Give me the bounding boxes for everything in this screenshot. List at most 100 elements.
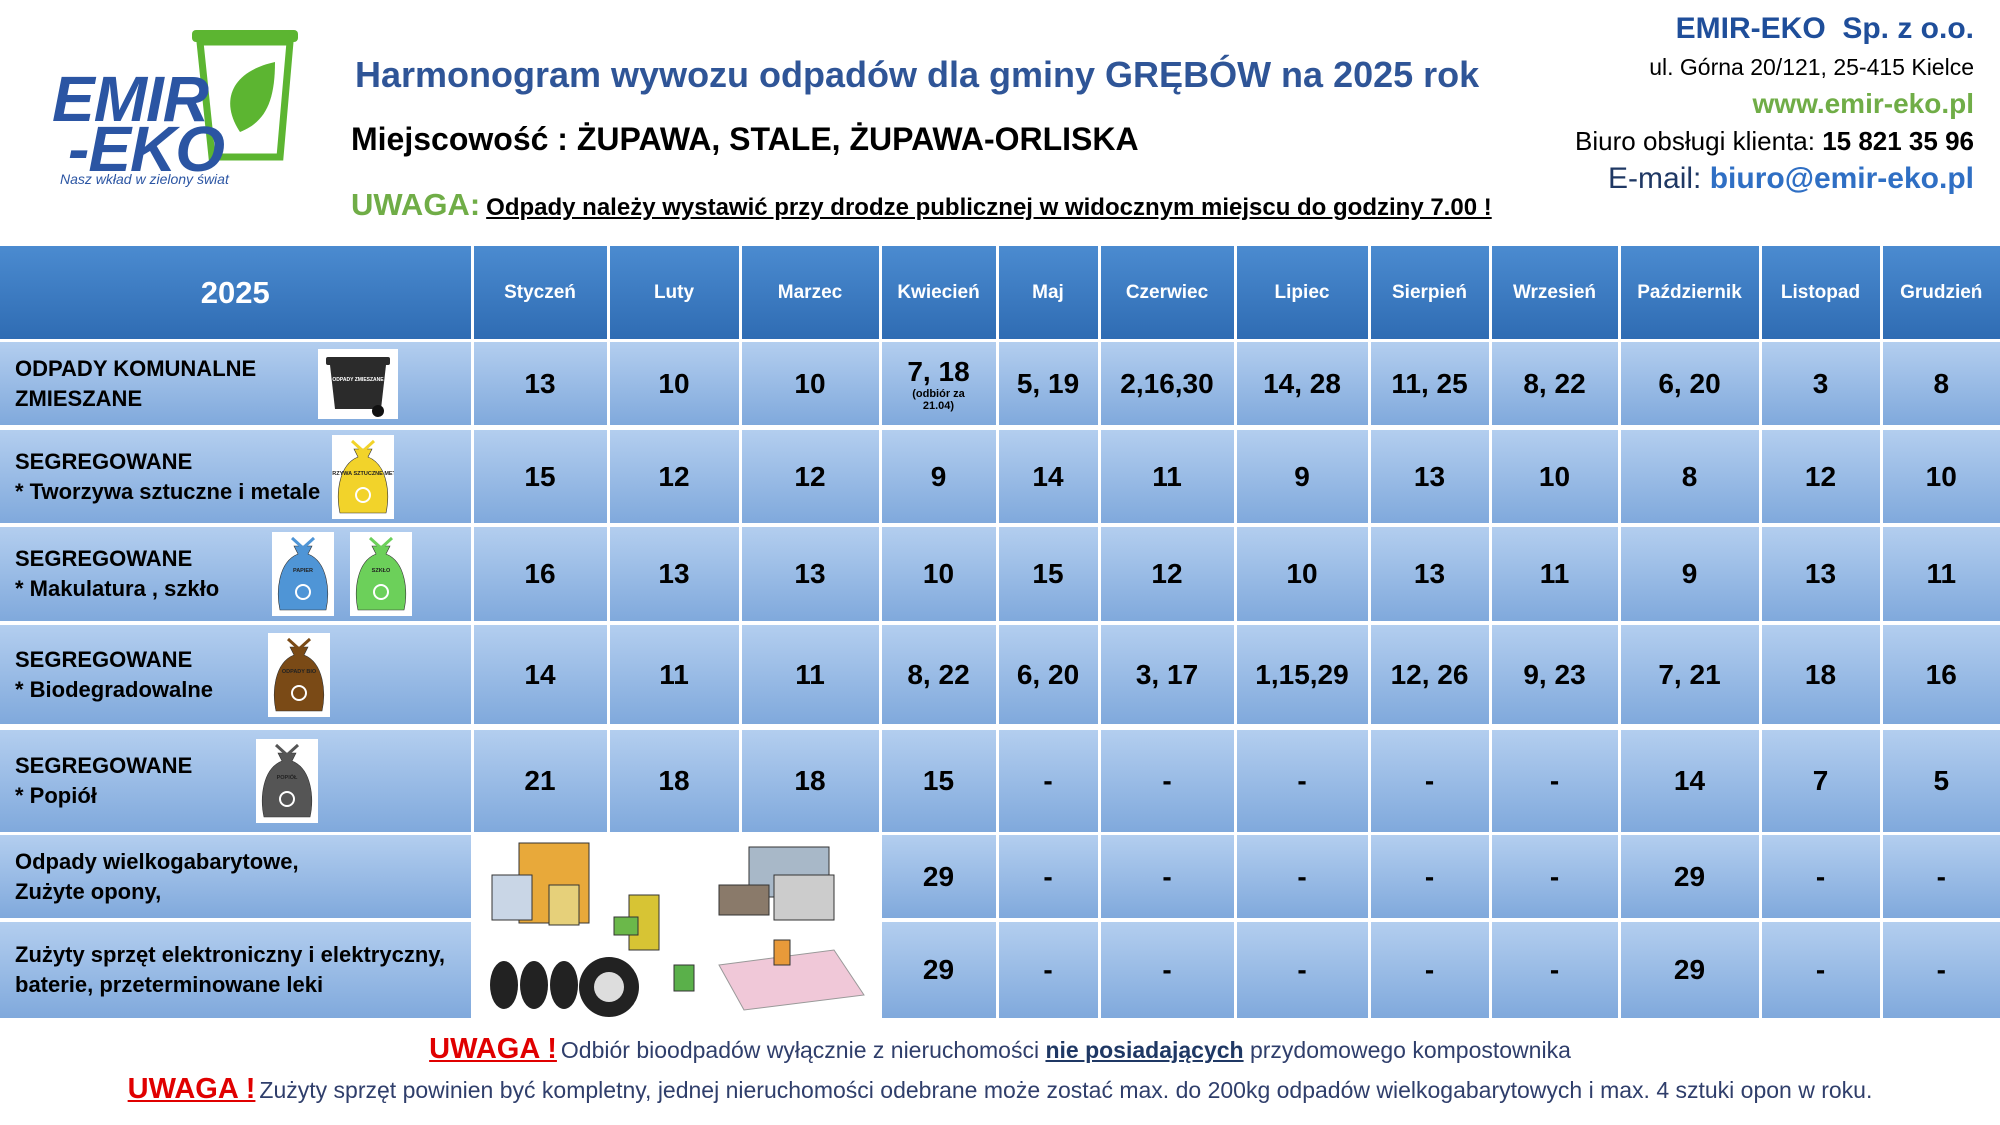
row-label-line: Odpady wielkogabarytowe, [15, 848, 299, 874]
schedule-cell: 5 [1882, 730, 2000, 832]
schedule-cell: 18 [609, 730, 739, 832]
email[interactable]: biuro@emir-eko.pl [1709, 162, 1974, 195]
waste-icon: TWORZYWA SZTUCZNE METALE [332, 434, 394, 519]
collection-days: 21 [524, 765, 556, 796]
company-email: E-mail: biuro@emir-eko.pl [1608, 162, 1974, 196]
picture-shape [673, 964, 694, 992]
collection-days: - [1549, 860, 1560, 892]
icon-bg [350, 532, 412, 616]
notice-text: Odpady należy wystawić przy drodze publi… [486, 194, 1492, 221]
schedule-cell: 11 [1882, 527, 2000, 621]
collection-days: - [1549, 954, 1560, 985]
footer-warning: UWAGA ! [127, 1073, 256, 1105]
collection-days: 6, 20 [1016, 658, 1080, 690]
schedule-cell: 8, 22 [881, 625, 996, 724]
collection-days: 13 [658, 558, 690, 589]
collection-days: 13 [1413, 558, 1446, 589]
schedule-cell: - [1236, 835, 1368, 918]
picture-shape [519, 961, 548, 1009]
waste-icon: ODPADY ZMIESZANE [318, 348, 398, 419]
bag-body [356, 545, 406, 611]
icon-label: SZKŁO [372, 568, 391, 574]
collection-days: 11 [795, 658, 825, 690]
bag-tie [350, 439, 376, 453]
header-month: Wrzesień [1491, 246, 1618, 339]
company-phone: Biuro obsługi klienta: 15 821 35 96 [1575, 126, 1974, 157]
collection-days: - [1162, 954, 1172, 985]
row-label-line: * Makulatura , szkło [15, 576, 220, 601]
bin-wheel [372, 404, 384, 417]
collection-days: 13 [794, 558, 826, 589]
bag-body [278, 545, 328, 611]
schedule-cell: 12 [609, 430, 739, 523]
collection-days: 12 [658, 460, 690, 492]
footer-warning: UWAGA ! [429, 1033, 557, 1065]
bag-body [274, 646, 324, 711]
row-label: Zużyty sprzęt elektroniczny i elektryczn… [0, 922, 471, 1018]
schedule-cell: 15 [998, 527, 1098, 621]
header-month: Grudzień [1882, 246, 2000, 339]
collection-days: 12, 26 [1390, 658, 1469, 690]
schedule-cell: 13 [741, 527, 879, 621]
collection-days: 10 [1538, 460, 1571, 492]
email-label: E-mail: [1608, 162, 1702, 195]
collection-days: 3, 17 [1135, 658, 1199, 690]
collection-days: - [1162, 860, 1172, 892]
icon-label: TWORZYWA SZTUCZNE METALE [332, 471, 394, 477]
collection-days: 6, 20 [1658, 367, 1721, 399]
icon-label: ODPADY BIO [282, 669, 317, 675]
schedule-cell: - [1100, 835, 1234, 918]
schedule-cell: 7, 18 (odbiór za 21.04) [881, 342, 996, 425]
collection-days: - [1549, 765, 1560, 796]
schedule-cell: 9 [881, 430, 996, 523]
picture-shape [548, 884, 579, 926]
collection-days: 11 [1152, 460, 1182, 492]
collection-days: - [1424, 765, 1435, 796]
logo-text: -EKO [68, 113, 225, 185]
schedule-cell: 6, 20 [1620, 342, 1759, 425]
header-month: Listopad [1761, 246, 1880, 339]
collection-days: - [1043, 765, 1053, 796]
recycle-mark [279, 791, 295, 807]
picture-shape [578, 957, 639, 1017]
collection-days: 10 [1286, 558, 1318, 589]
schedule-cell: 11 [741, 625, 879, 724]
schedule-cell: - [998, 835, 1098, 918]
schedule-cell: 10 [741, 342, 879, 425]
collection-days: 29 [1673, 954, 1706, 985]
schedule-cell: 6, 20 [998, 625, 1098, 724]
row-label-line: Zużyty sprzęt elektroniczny i elektryczn… [15, 942, 445, 967]
schedule-cell: 10 [609, 342, 739, 425]
cell-note: (odbiór za 21.04) [912, 387, 965, 412]
schedule-cell: - [1100, 922, 1234, 1018]
schedule-cell: 14 [1620, 730, 1759, 832]
picture-shape [773, 874, 834, 921]
title: Harmonogram wywozu odpadów dla gminy GRĘ… [355, 54, 1480, 95]
company-website[interactable]: www.emir-eko.pl [1752, 88, 1974, 119]
schedule-cell: 12 [741, 430, 879, 523]
picture-shape [717, 949, 865, 1011]
row-label-line: SEGREGOWANE [15, 448, 193, 474]
collection-days: 15 [922, 765, 955, 796]
header-year: 2025 [0, 246, 471, 339]
row-label: ODPADY KOMUNALNE ZMIESZANE ODPADY ZMIESZAN… [0, 342, 471, 425]
company-name: EMIR-EKO Sp. z o.o. [1675, 12, 1974, 45]
schedule-cell: 11 [1491, 527, 1618, 621]
schedule-cell: 14 [998, 430, 1098, 523]
notice-label: UWAGA: [351, 187, 481, 222]
waste-icon: PAPIER [272, 532, 334, 616]
collection-days: 18 [794, 765, 826, 796]
picture-shape [748, 846, 829, 898]
recycle-mark [291, 684, 307, 701]
recycle-mark [295, 584, 311, 600]
header-month: Marzec [741, 246, 879, 339]
collection-days: 29 [922, 954, 955, 985]
collection-days: - [1424, 860, 1435, 892]
icon-bg [332, 434, 394, 519]
collection-days: 14 [1032, 460, 1064, 492]
collection-days: 10 [1925, 460, 1957, 492]
picture-shape [489, 961, 518, 1009]
schedule-cell: 16 [473, 527, 607, 621]
bin-body [330, 364, 386, 409]
schedule-cell: 12, 26 [1370, 625, 1489, 724]
